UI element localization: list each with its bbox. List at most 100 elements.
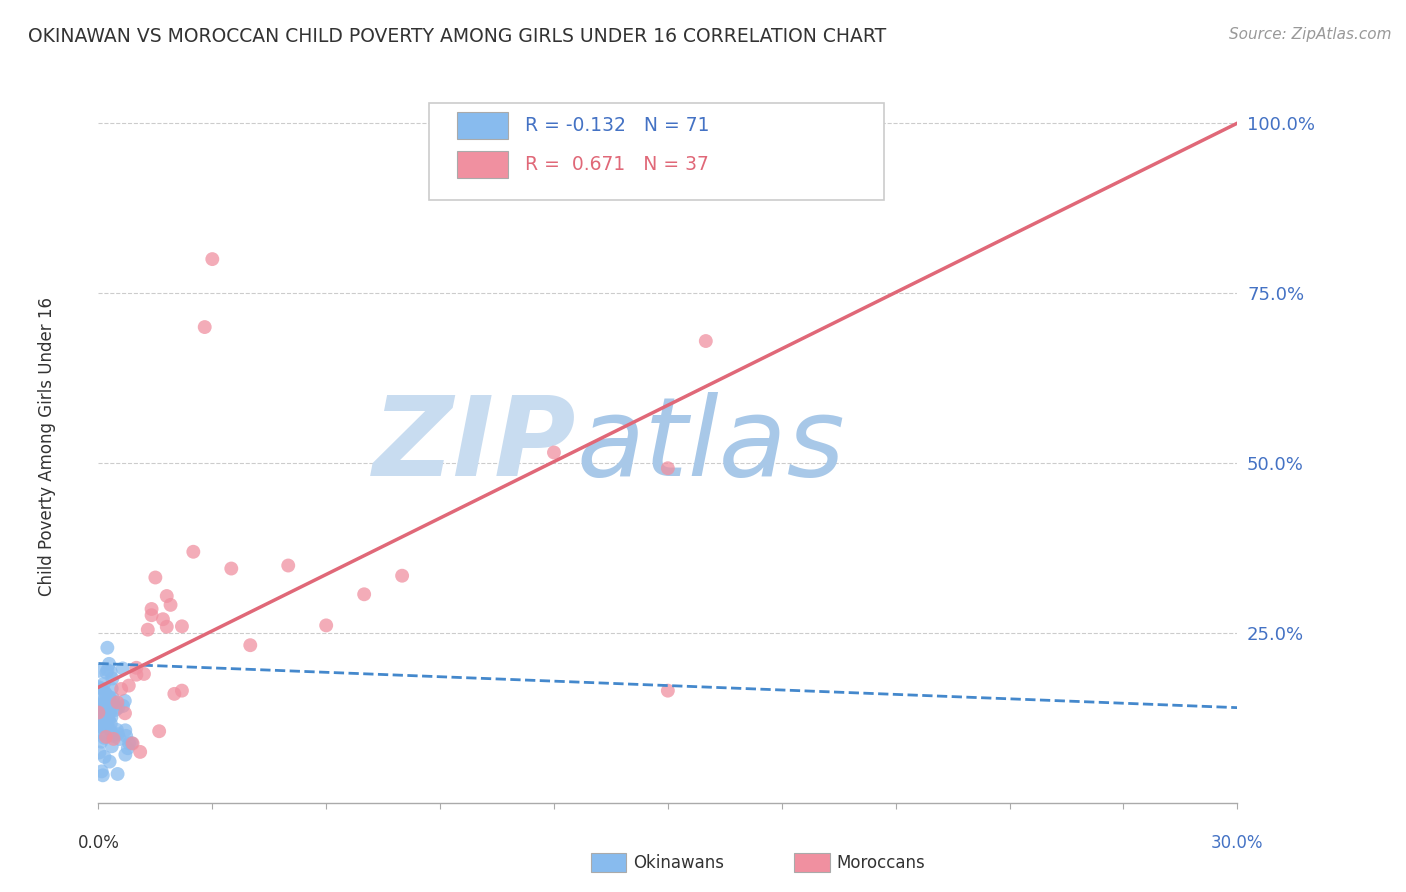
Point xyxy=(96,719,118,733)
Point xyxy=(108,731,131,746)
Point xyxy=(94,730,117,744)
Point xyxy=(104,703,127,717)
Point xyxy=(93,704,115,718)
Point xyxy=(136,623,159,637)
Point xyxy=(101,672,124,686)
Text: Child Poverty Among Girls Under 16: Child Poverty Among Girls Under 16 xyxy=(38,296,56,596)
Text: OKINAWAN VS MOROCCAN CHILD POVERTY AMONG GIRLS UNDER 16 CORRELATION CHART: OKINAWAN VS MOROCCAN CHILD POVERTY AMONG… xyxy=(28,27,886,45)
Point xyxy=(89,696,111,710)
Text: Source: ZipAtlas.com: Source: ZipAtlas.com xyxy=(1229,27,1392,42)
Point xyxy=(93,676,115,690)
Point xyxy=(125,667,148,681)
Point xyxy=(114,723,136,738)
Point xyxy=(103,729,125,743)
Point xyxy=(87,664,110,678)
Point xyxy=(315,618,337,632)
Point xyxy=(101,727,124,741)
Point xyxy=(94,711,117,725)
Point xyxy=(391,568,413,582)
Point xyxy=(118,736,141,750)
Point xyxy=(96,640,118,655)
Point xyxy=(112,698,135,713)
Point xyxy=(93,685,115,699)
Point xyxy=(93,731,115,745)
Point xyxy=(159,598,181,612)
Point xyxy=(93,696,115,710)
Point xyxy=(91,693,114,707)
Text: 30.0%: 30.0% xyxy=(1211,834,1264,852)
Point xyxy=(90,711,112,725)
Text: Okinawans: Okinawans xyxy=(633,854,724,871)
Text: R = -0.132   N = 71: R = -0.132 N = 71 xyxy=(526,116,710,135)
Point xyxy=(91,714,114,729)
Point xyxy=(145,570,167,584)
Point xyxy=(87,706,110,720)
Point xyxy=(103,731,125,746)
Text: ZIP: ZIP xyxy=(373,392,576,500)
Point xyxy=(94,699,117,714)
Point xyxy=(114,694,136,708)
Point xyxy=(94,703,117,717)
Point xyxy=(87,680,110,694)
Point xyxy=(100,716,122,731)
Text: Moroccans: Moroccans xyxy=(837,854,925,871)
Point xyxy=(201,252,224,266)
Point xyxy=(121,736,143,750)
Point xyxy=(97,713,120,727)
Point xyxy=(89,714,111,729)
Point xyxy=(110,681,132,696)
Point xyxy=(97,693,120,707)
Point xyxy=(121,736,143,750)
Point xyxy=(239,638,262,652)
Point xyxy=(107,767,129,781)
Point xyxy=(96,706,118,720)
Point xyxy=(543,445,565,459)
Point xyxy=(100,723,122,738)
Point xyxy=(90,734,112,748)
Point xyxy=(90,719,112,733)
Point xyxy=(163,687,186,701)
Point xyxy=(152,612,174,626)
Point xyxy=(90,681,112,696)
Point xyxy=(90,705,112,719)
Point xyxy=(141,608,163,623)
Point xyxy=(132,667,155,681)
Point xyxy=(125,661,148,675)
Point xyxy=(194,320,217,334)
Point xyxy=(114,706,136,721)
Point xyxy=(183,545,205,559)
Point xyxy=(93,750,115,764)
Point xyxy=(90,706,112,720)
Point xyxy=(117,741,139,756)
Point xyxy=(91,768,114,782)
Point xyxy=(89,720,111,734)
Point xyxy=(100,739,122,754)
Text: 0.0%: 0.0% xyxy=(77,834,120,852)
Point xyxy=(148,724,170,739)
Point xyxy=(221,561,243,575)
Point xyxy=(101,694,124,708)
Point xyxy=(96,665,118,680)
Point xyxy=(100,710,122,724)
Point xyxy=(91,727,114,741)
Point xyxy=(97,690,120,705)
Point xyxy=(98,755,121,769)
FancyBboxPatch shape xyxy=(429,103,884,200)
Point xyxy=(657,461,679,475)
Point xyxy=(105,723,128,737)
Point xyxy=(97,710,120,724)
Point xyxy=(90,764,112,779)
Point xyxy=(94,700,117,714)
Point xyxy=(98,657,121,671)
Point xyxy=(111,661,134,675)
Point xyxy=(101,696,124,710)
Point xyxy=(114,747,136,762)
Point xyxy=(100,665,122,679)
Point xyxy=(107,700,129,714)
Point xyxy=(98,705,121,719)
Point xyxy=(89,746,111,760)
Point xyxy=(141,602,163,616)
Point xyxy=(129,745,152,759)
Point xyxy=(657,683,679,698)
Point xyxy=(101,691,124,706)
